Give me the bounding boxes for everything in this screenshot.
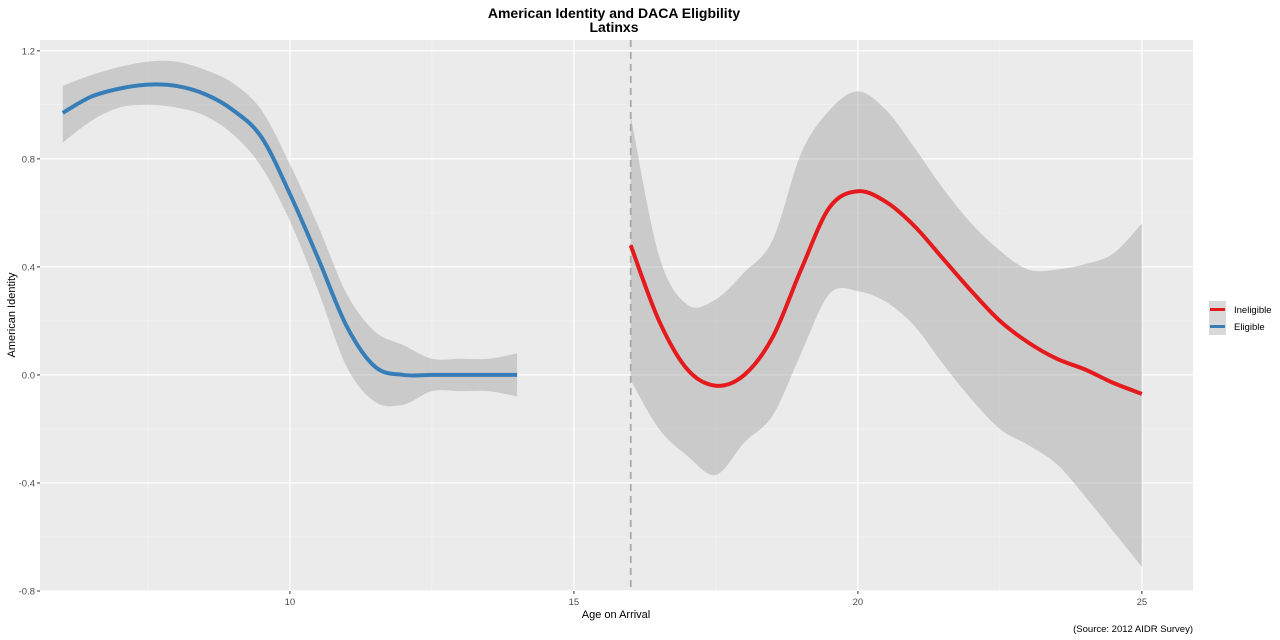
y-axis: -0.8 -0.4 0.0 0.4 0.8 1.2 [19,46,40,597]
y-tick-label: 0.8 [22,154,35,165]
x-axis: 10 15 20 25 [285,591,1148,608]
legend-label-eligible: Eligible [1234,322,1265,333]
x-tick-label: 15 [569,597,580,608]
chart-subtitle: Latinxs [589,19,638,35]
y-tick-label: -0.8 [19,587,35,598]
x-tick-label: 25 [1137,597,1148,608]
y-tick-label: 1.2 [22,46,35,57]
x-axis-title: Age on Arrival [582,609,650,621]
x-tick-label: 10 [285,597,296,608]
source-caption: (Source: 2012 AIDR Survey) [1073,624,1193,635]
y-tick-label: 0.4 [22,262,35,273]
legend: Ineligible Eligible [1209,301,1272,335]
y-tick-label: -0.4 [19,478,35,489]
legend-label-ineligible: Ineligible [1234,305,1272,316]
y-tick-label: 0.0 [22,370,35,381]
x-tick-label: 20 [853,597,864,608]
y-axis-title: American Identity [6,272,18,357]
